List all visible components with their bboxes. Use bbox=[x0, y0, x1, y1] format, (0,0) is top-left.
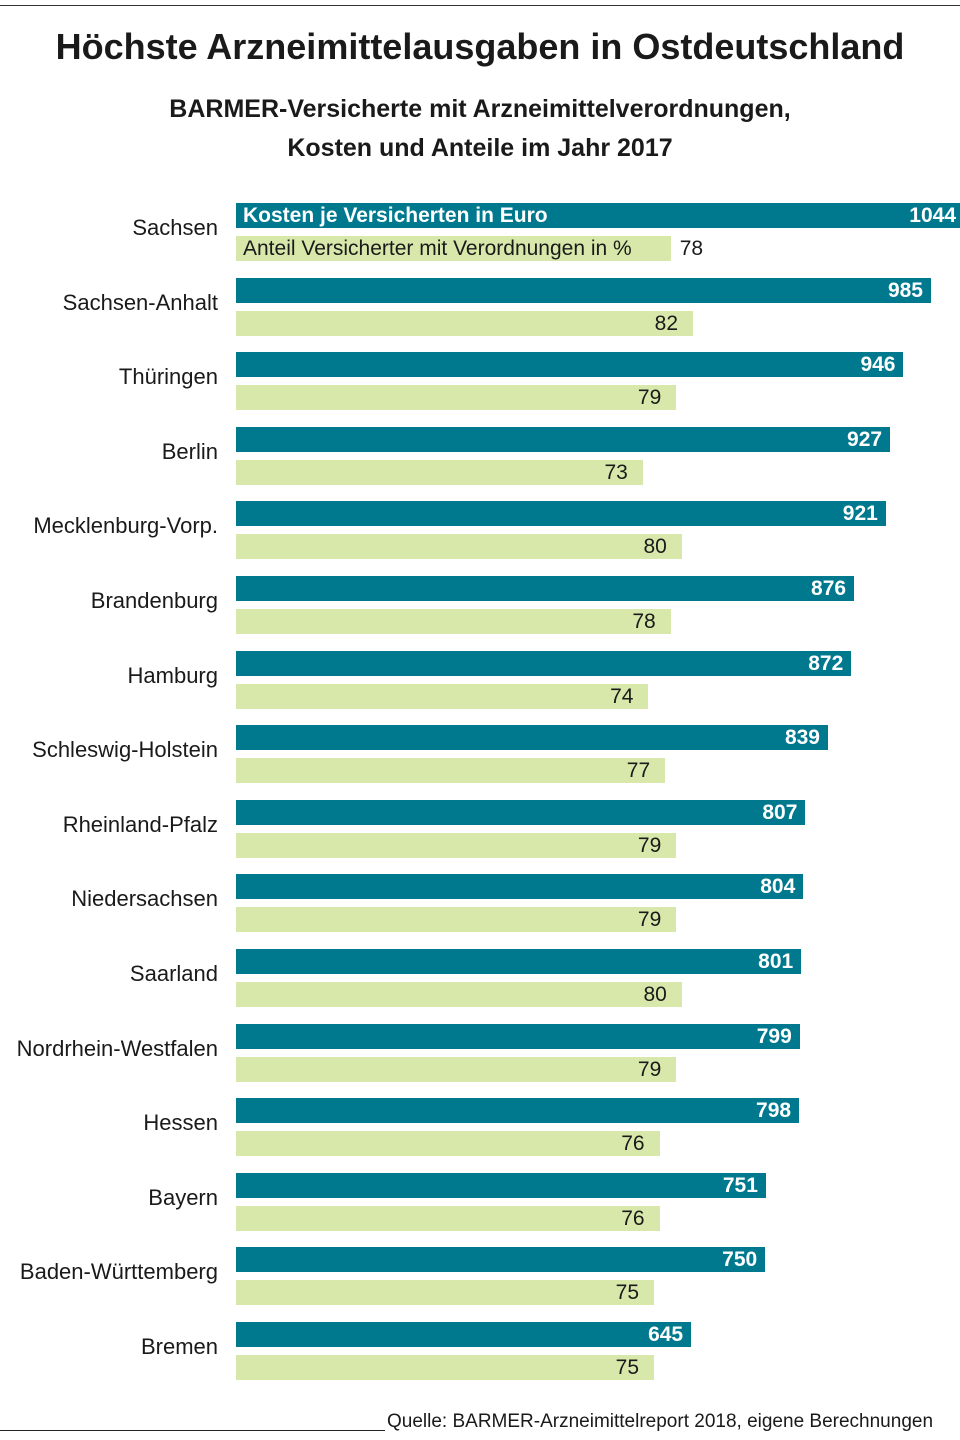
anteil-bar bbox=[236, 310, 693, 336]
kosten-value: 985 bbox=[887, 278, 923, 302]
category-label: Nordrhein-Westfalen bbox=[16, 1035, 218, 1061]
category-label: Mecklenburg-Vorp. bbox=[33, 513, 218, 539]
kosten-value: 927 bbox=[847, 427, 883, 451]
anteil-value: 80 bbox=[643, 983, 667, 1006]
top-rule bbox=[0, 5, 960, 6]
anteil-bar bbox=[236, 832, 677, 858]
kosten-bar bbox=[236, 501, 886, 527]
category-label: Hessen bbox=[143, 1110, 218, 1136]
anteil-bar bbox=[236, 1280, 654, 1306]
kosten-value: 751 bbox=[722, 1173, 758, 1197]
anteil-bar bbox=[236, 1355, 654, 1380]
anteil-value: 76 bbox=[621, 1206, 645, 1230]
kosten-bar bbox=[236, 352, 904, 378]
anteil-value: 79 bbox=[637, 1057, 662, 1081]
anteil-bar bbox=[236, 683, 649, 709]
kosten-bar bbox=[236, 277, 931, 303]
kosten-bar bbox=[236, 1023, 800, 1049]
kosten-value: 1044 bbox=[909, 204, 956, 227]
category-label: Schleswig-Holstein bbox=[32, 737, 218, 763]
category-label: Bremen bbox=[140, 1334, 218, 1359]
category-label: Sachsen-Anhalt bbox=[62, 289, 218, 315]
anteil-bar bbox=[236, 758, 666, 784]
kosten-value: 807 bbox=[762, 800, 798, 824]
anteil-value: 75 bbox=[615, 1281, 639, 1305]
source-rule bbox=[0, 1430, 385, 1431]
kosten-bar bbox=[236, 725, 828, 751]
category-label: Berlin bbox=[161, 438, 218, 464]
kosten-bar bbox=[236, 576, 855, 601]
anteil-value: 78 bbox=[679, 237, 704, 260]
anteil-bar bbox=[236, 1056, 677, 1082]
source-note: Quelle: BARMER-Arzneimittelreport 2018, … bbox=[387, 1411, 934, 1432]
kosten-bar bbox=[236, 426, 891, 452]
kosten-bar bbox=[236, 1098, 800, 1124]
kosten-bar bbox=[236, 874, 804, 900]
anteil-value: 79 bbox=[637, 908, 662, 932]
anteil-value: 77 bbox=[626, 759, 651, 783]
kosten-value: 946 bbox=[860, 353, 896, 377]
anteil-value: 79 bbox=[637, 386, 662, 410]
anteil-bar bbox=[236, 1131, 660, 1157]
category-label: Brandenburg bbox=[90, 588, 218, 613]
anteil-bar bbox=[236, 907, 677, 933]
kosten-bar bbox=[236, 650, 852, 676]
category-label: Sachsen bbox=[132, 215, 218, 240]
kosten-value: 798 bbox=[756, 1099, 792, 1123]
kosten-value: 799 bbox=[756, 1024, 792, 1048]
category-label: Baden-Württemberg bbox=[19, 1259, 218, 1285]
category-label: Thüringen bbox=[118, 364, 218, 390]
chart-title: Höchste Arzneimittelausgaben in Ostdeuts… bbox=[55, 26, 905, 67]
kosten-value: 921 bbox=[842, 502, 878, 526]
legend-kosten: Kosten je Versicherten in Euro bbox=[243, 204, 548, 227]
kosten-value: 872 bbox=[808, 651, 844, 675]
kosten-value: 804 bbox=[760, 875, 796, 899]
kosten-value: 750 bbox=[722, 1248, 758, 1272]
kosten-bar bbox=[236, 1247, 766, 1273]
legend-anteil: Anteil Versicherter mit Verordnungen in … bbox=[243, 237, 632, 260]
anteil-value: 74 bbox=[610, 684, 634, 708]
category-label: Bayern bbox=[148, 1184, 218, 1210]
kosten-bar bbox=[236, 799, 806, 825]
anteil-bar bbox=[236, 534, 682, 560]
kosten-value: 839 bbox=[784, 726, 820, 750]
kosten-value: 801 bbox=[758, 950, 794, 973]
category-label: Niedersachsen bbox=[71, 886, 218, 912]
anteil-value: 75 bbox=[615, 1356, 639, 1379]
anteil-bar bbox=[236, 609, 671, 634]
anteil-bar bbox=[236, 459, 643, 485]
anteil-value: 78 bbox=[632, 610, 656, 633]
anteil-bar bbox=[236, 385, 677, 411]
category-label: Saarland bbox=[129, 961, 218, 986]
kosten-bar bbox=[236, 949, 802, 974]
kosten-value: 645 bbox=[648, 1323, 684, 1346]
anteil-value: 79 bbox=[637, 833, 662, 857]
kosten-bar bbox=[236, 1322, 692, 1347]
chart-subtitle-line1: BARMER-Versicherte mit Arzneimittelveror… bbox=[169, 95, 791, 123]
anteil-bar bbox=[236, 236, 671, 261]
anteil-value: 76 bbox=[621, 1132, 645, 1156]
anteil-bar bbox=[236, 982, 682, 1007]
anteil-value: 80 bbox=[643, 535, 667, 559]
category-label: Rheinland-Pfalz bbox=[62, 811, 218, 837]
anteil-value: 73 bbox=[604, 460, 628, 484]
anteil-bar bbox=[236, 1205, 660, 1231]
anteil-value: 82 bbox=[654, 311, 678, 335]
kosten-bar bbox=[236, 1172, 766, 1198]
category-label: Hamburg bbox=[127, 662, 218, 688]
kosten-value: 876 bbox=[811, 577, 847, 600]
kosten-bar bbox=[236, 203, 960, 228]
chart-subtitle-line2: Kosten und Anteile im Jahr 2017 bbox=[287, 134, 673, 162]
